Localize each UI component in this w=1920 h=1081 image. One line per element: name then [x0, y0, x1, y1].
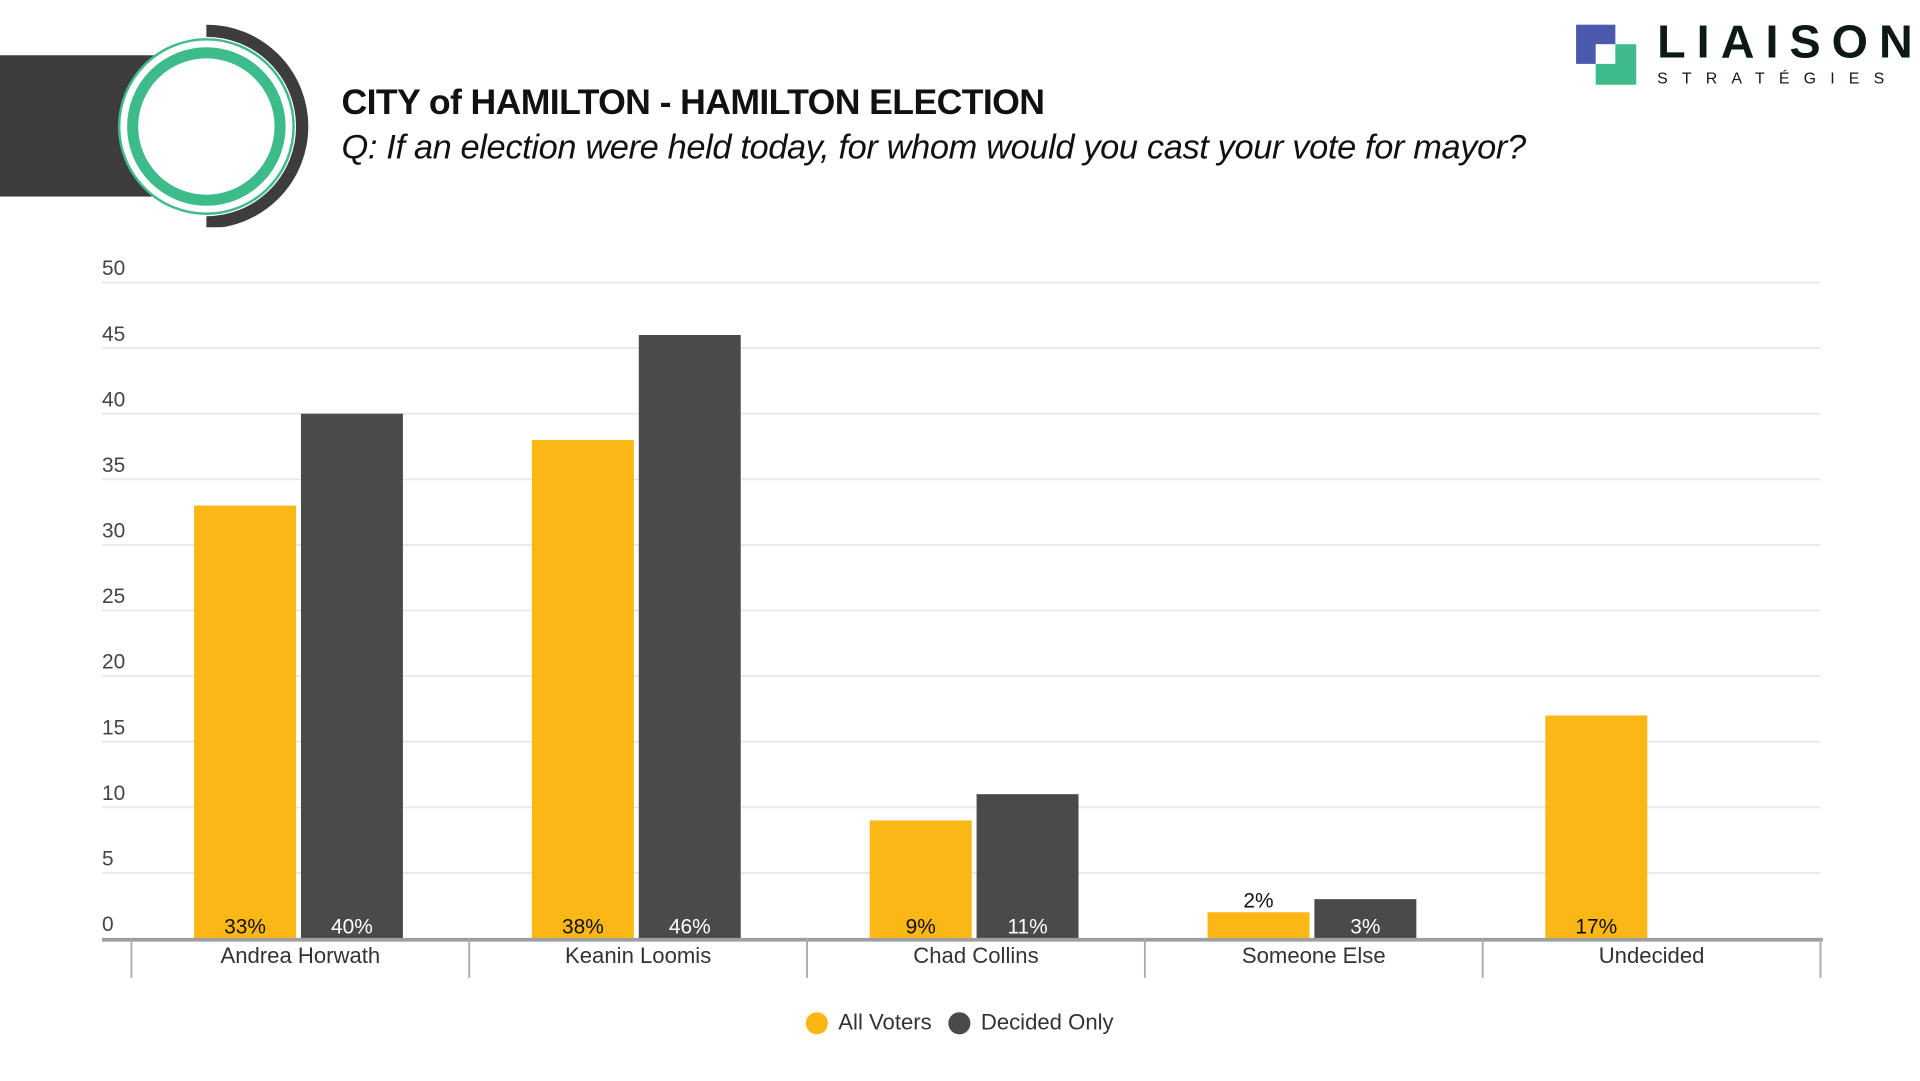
data-label: 9% — [906, 916, 936, 939]
liaison-logo: LIAISON STRATÉGIES — [1576, 17, 1913, 91]
legend-swatch-decided-only — [948, 1011, 972, 1034]
bar-decided-only — [638, 335, 741, 939]
y-tick-label: 25 — [102, 585, 125, 608]
legend: All Voters Decided Only — [0, 1010, 1920, 1036]
data-label: 2% — [1243, 889, 1273, 912]
logo-subword: STRATÉGIES — [1657, 68, 1899, 88]
legend-swatch-all-voters — [806, 1011, 829, 1034]
x-tick-label: Someone Else — [1242, 943, 1386, 968]
data-label: 40% — [331, 916, 373, 939]
y-tick-label: 0 — [102, 913, 114, 936]
logo-word: LIAISON — [1657, 17, 1920, 69]
y-tick-label: 30 — [102, 520, 125, 543]
data-label: 33% — [224, 916, 266, 939]
y-tick-label: 50 — [102, 257, 125, 280]
y-tick-label: 15 — [102, 716, 125, 739]
bar-all-voters — [1545, 715, 1648, 939]
y-tick-label: 20 — [102, 651, 125, 674]
legend-item-decided-only[interactable]: Decided Only — [948, 1009, 1114, 1036]
y-tick-label: 40 — [102, 388, 125, 411]
bar-all-voters — [531, 439, 634, 939]
x-tick-label: Keanin Loomis — [565, 943, 711, 968]
y-tick-label: 45 — [102, 323, 125, 346]
legend-label: All Voters — [838, 1009, 932, 1035]
data-label: 3% — [1350, 916, 1380, 939]
ring-decoration-icon — [117, 24, 309, 228]
y-tick-label: 35 — [102, 454, 125, 477]
logo-mark-icon — [1576, 24, 1637, 85]
bar-decided-only — [976, 794, 1079, 939]
x-tick-label: Chad Collins — [913, 943, 1038, 968]
y-tick-label: 5 — [102, 848, 114, 871]
data-label: 11% — [1007, 916, 1047, 939]
legend-label: Decided Only — [980, 1009, 1114, 1035]
data-label: 17% — [1575, 916, 1617, 939]
data-label: 38% — [562, 916, 604, 939]
bar-decided-only — [1314, 899, 1417, 939]
x-tick-label: Undecided — [1599, 943, 1705, 968]
bar-all-voters — [1207, 912, 1310, 939]
bar-decided-only — [300, 413, 403, 939]
bar-all-voters — [869, 820, 972, 939]
data-label: 46% — [669, 916, 711, 939]
chart-title: CITY of HAMILTON - HAMILTON ELECTION — [341, 83, 1045, 123]
legend-item-all-voters[interactable]: All Voters — [806, 1009, 932, 1036]
y-tick-label: 10 — [102, 782, 125, 805]
bar-all-voters — [194, 505, 297, 939]
x-tick-label: Andrea Horwath — [220, 943, 380, 968]
chart-subtitle: Q: If an election were held today, for w… — [341, 127, 1526, 166]
